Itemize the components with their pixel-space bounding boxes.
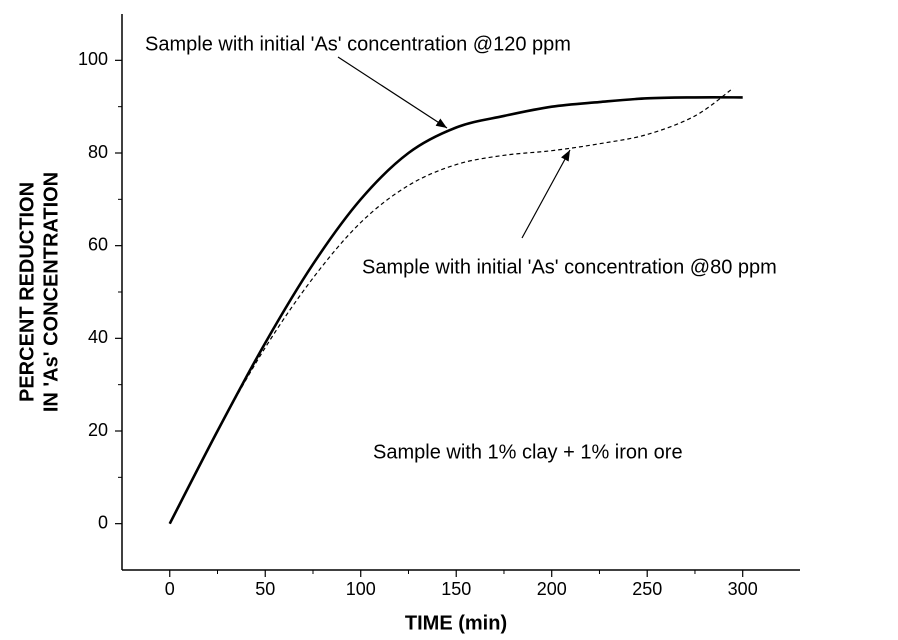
- annotation: Sample with 1% clay + 1% iron ore: [373, 441, 683, 463]
- x-tick-label: 250: [632, 579, 662, 599]
- arrow: [337, 56, 448, 129]
- x-tick-label: 300: [728, 579, 758, 599]
- annotation: Sample with initial 'As' concentration @…: [145, 33, 571, 55]
- x-tick-label: 150: [441, 579, 471, 599]
- y-axis-label-line: PERCENT REDUCTION: [16, 182, 38, 402]
- y-tick-label: 100: [78, 49, 108, 69]
- y-tick-label: 60: [88, 234, 108, 254]
- y-tick-label: 20: [88, 420, 108, 440]
- y-tick-label: 0: [98, 512, 108, 532]
- y-axis-label: PERCENT REDUCTION IN 'As' CONCENTRATION: [16, 172, 62, 412]
- series-line: [168, 96, 743, 525]
- arrow: [521, 149, 571, 239]
- y-axis-label-line: IN 'As' CONCENTRATION: [40, 172, 62, 412]
- y-tick-label: 40: [88, 327, 108, 347]
- x-tick-label: 50: [255, 579, 275, 599]
- x-tick-label: 200: [537, 579, 567, 599]
- series-line: [169, 87, 734, 524]
- x-axis-label: TIME (min): [405, 612, 507, 634]
- y-tick-label: 80: [88, 142, 108, 162]
- x-tick-label: 0: [165, 579, 175, 599]
- annotation: Sample with initial 'As' concentration @…: [362, 256, 777, 278]
- x-tick-label: 100: [346, 579, 376, 599]
